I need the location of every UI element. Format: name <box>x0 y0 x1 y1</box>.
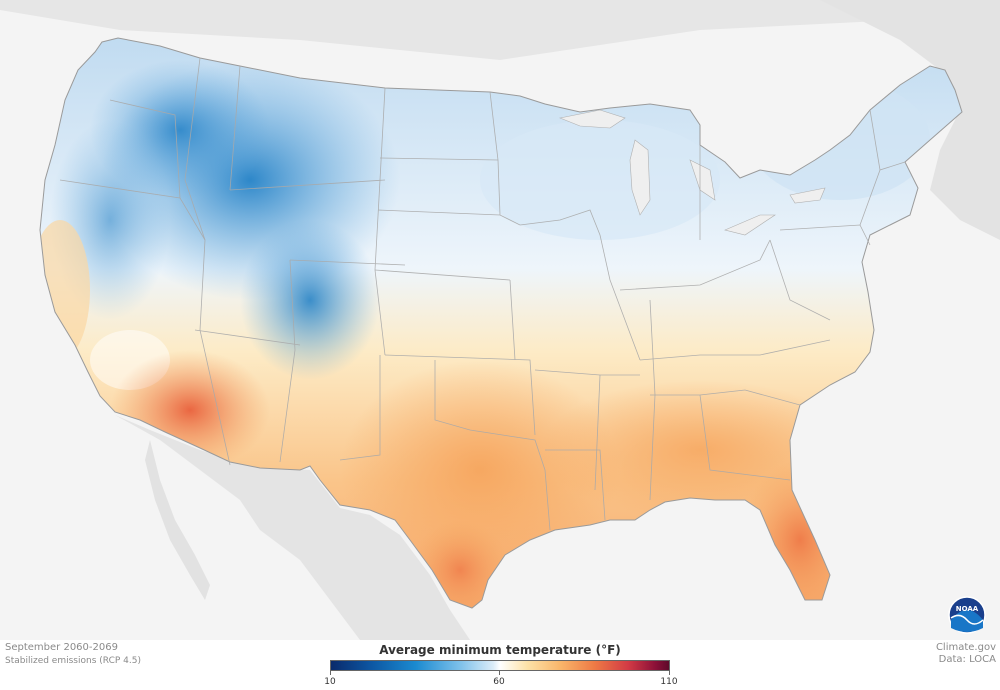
canada-landmass <box>0 0 1000 60</box>
lake-michigan <box>629 139 651 216</box>
lake-ontario <box>789 187 826 204</box>
credit-data: Data: LOCA <box>938 654 996 665</box>
legend-label-max: 110 <box>660 677 678 687</box>
legend-tick-min <box>330 671 331 675</box>
legend-tick-mid <box>499 671 500 675</box>
lake-erie <box>724 214 776 236</box>
legend-label-min: 10 <box>324 677 336 687</box>
atlantic-canada-landmass <box>820 0 1000 240</box>
noaa-logo: NOAA <box>948 596 986 634</box>
conus-heatmap <box>40 38 962 608</box>
legend-tick-max <box>669 671 670 675</box>
mexico-landmass <box>115 415 470 640</box>
baja-landmass <box>145 440 210 600</box>
map-svg: NOAA <box>0 0 1000 640</box>
lake-superior <box>558 109 626 129</box>
svg-text:NOAA: NOAA <box>956 605 979 613</box>
period-label: September 2060-2069 <box>5 642 118 653</box>
state-borders <box>59 57 906 531</box>
legend-color-bar <box>330 660 670 671</box>
lake-huron <box>689 159 716 201</box>
credit-site[interactable]: Climate.gov <box>935 642 996 653</box>
conus-outline <box>39 37 963 609</box>
legend-label-mid: 60 <box>493 677 505 687</box>
map-footer: September 2060-2069 Stabilized emissions… <box>0 640 1000 690</box>
temperature-map: NOAA <box>0 0 1000 640</box>
legend-title: Average minimum temperature (°F) <box>379 643 621 657</box>
scenario-label: Stabilized emissions (RCP 4.5) <box>5 656 141 666</box>
